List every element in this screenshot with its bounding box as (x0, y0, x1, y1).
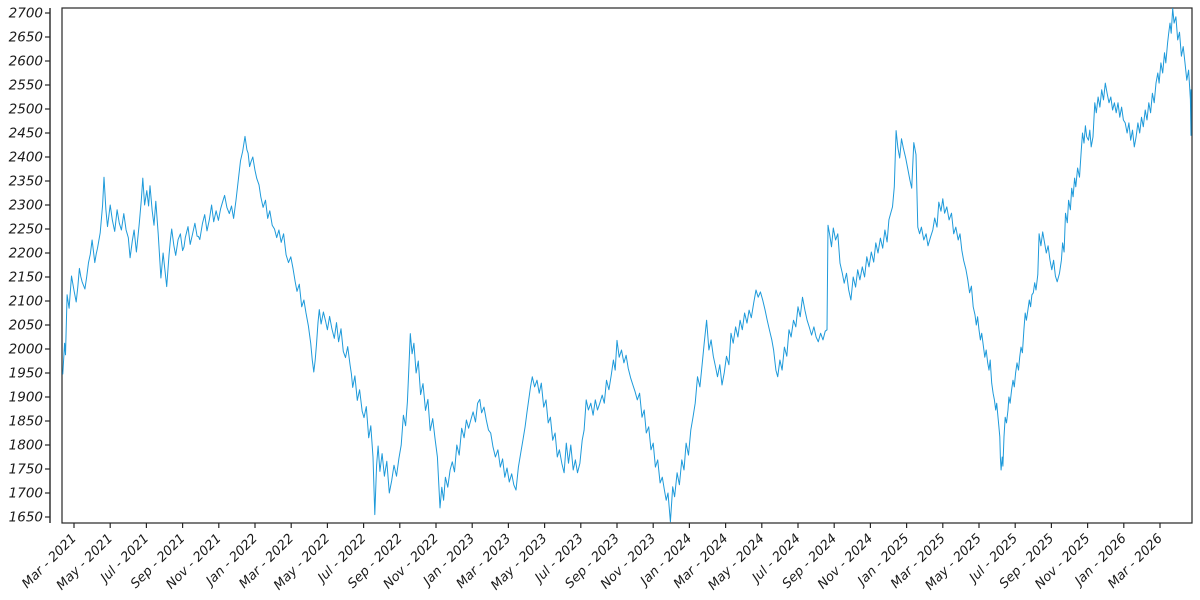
y-tick-label: 2500 (9, 102, 43, 118)
y-tick-label: 2050 (9, 318, 43, 334)
y-tick-label: 2350 (9, 174, 43, 190)
y-tick-label: 1750 (9, 462, 43, 478)
y-tick-label: 2600 (9, 54, 43, 70)
y-tick-label: 2550 (9, 78, 43, 94)
y-tick-label: 2450 (9, 126, 43, 142)
price-line (62, 8, 1192, 523)
y-tick-label: 2700 (9, 6, 43, 22)
y-tick-label: 1800 (9, 438, 43, 454)
y-tick-label: 2100 (9, 294, 43, 310)
y-tick-label: 2200 (9, 246, 43, 262)
y-tick-label: 2250 (9, 222, 43, 238)
y-tick-label: 2650 (9, 30, 43, 46)
y-tick-label: 1900 (9, 390, 43, 406)
y-tick-label: 2150 (9, 270, 43, 286)
y-tick-label: 2000 (9, 342, 43, 358)
y-tick-label: 1700 (9, 486, 43, 502)
y-tick-label: 1850 (9, 414, 43, 430)
y-tick-label: 2400 (9, 150, 43, 166)
y-tick-label: 1950 (9, 366, 43, 382)
y-tick-label: 2300 (9, 198, 43, 214)
plot-border (61, 7, 1193, 524)
y-tick-label: 1650 (9, 510, 43, 526)
